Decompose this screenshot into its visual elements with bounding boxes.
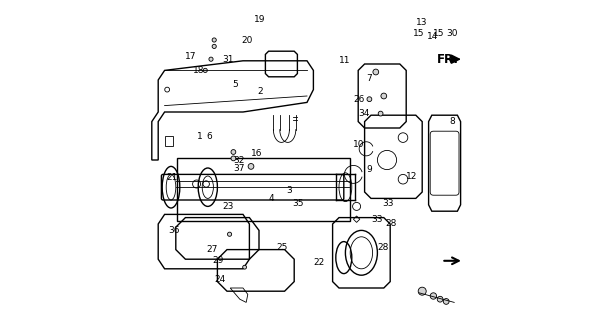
Ellipse shape — [443, 299, 449, 304]
Text: 7: 7 — [366, 74, 372, 83]
Ellipse shape — [373, 69, 379, 75]
Text: 33: 33 — [382, 199, 394, 208]
Text: 18: 18 — [193, 66, 205, 75]
Ellipse shape — [430, 293, 437, 299]
Ellipse shape — [209, 57, 213, 61]
Text: 21: 21 — [166, 173, 177, 182]
Text: 28: 28 — [386, 220, 397, 228]
Text: 23: 23 — [222, 202, 233, 211]
Ellipse shape — [212, 44, 216, 48]
Text: 34: 34 — [358, 109, 370, 118]
FancyBboxPatch shape — [161, 174, 344, 200]
Ellipse shape — [227, 232, 231, 236]
Ellipse shape — [231, 150, 236, 155]
Ellipse shape — [418, 287, 426, 295]
Text: 17: 17 — [185, 52, 197, 60]
Text: 25: 25 — [276, 244, 288, 252]
Ellipse shape — [378, 111, 383, 116]
Bar — [177, 158, 350, 221]
Text: 29: 29 — [212, 256, 224, 265]
Text: 20: 20 — [241, 36, 253, 44]
Text: 15: 15 — [433, 29, 445, 38]
Text: 6: 6 — [206, 132, 212, 140]
Ellipse shape — [248, 164, 254, 169]
Text: 16: 16 — [251, 149, 263, 158]
Bar — [165, 136, 173, 146]
Ellipse shape — [212, 38, 216, 42]
Text: 15: 15 — [413, 29, 424, 38]
Ellipse shape — [243, 265, 246, 269]
Text: 13: 13 — [416, 18, 427, 27]
Ellipse shape — [231, 156, 236, 161]
Text: 14: 14 — [427, 32, 438, 41]
Text: 8: 8 — [449, 117, 455, 126]
Text: 22: 22 — [313, 258, 325, 267]
Ellipse shape — [367, 97, 372, 102]
Text: 26: 26 — [354, 95, 365, 104]
Text: 4: 4 — [268, 194, 274, 203]
Text: 11: 11 — [339, 56, 351, 65]
Text: 33: 33 — [371, 215, 383, 224]
Text: 2: 2 — [257, 87, 263, 96]
Text: 32: 32 — [233, 156, 245, 164]
Text: 9: 9 — [366, 165, 372, 174]
Ellipse shape — [203, 68, 208, 73]
Text: 19: 19 — [254, 15, 266, 24]
Ellipse shape — [381, 93, 387, 99]
FancyBboxPatch shape — [430, 131, 459, 195]
Text: 24: 24 — [214, 276, 225, 284]
Text: 37: 37 — [233, 164, 245, 172]
Text: 28: 28 — [378, 244, 389, 252]
Text: 31: 31 — [222, 55, 234, 64]
Text: 5: 5 — [232, 80, 238, 89]
Text: 35: 35 — [293, 199, 304, 208]
Text: 10: 10 — [354, 140, 365, 148]
Text: 12: 12 — [406, 172, 418, 180]
Ellipse shape — [437, 296, 443, 302]
Text: 27: 27 — [206, 245, 217, 254]
Text: 36: 36 — [168, 226, 179, 235]
Text: 1: 1 — [196, 132, 203, 140]
Text: FR.: FR. — [437, 53, 459, 66]
Text: 3: 3 — [286, 186, 292, 195]
Text: 30: 30 — [446, 29, 457, 38]
